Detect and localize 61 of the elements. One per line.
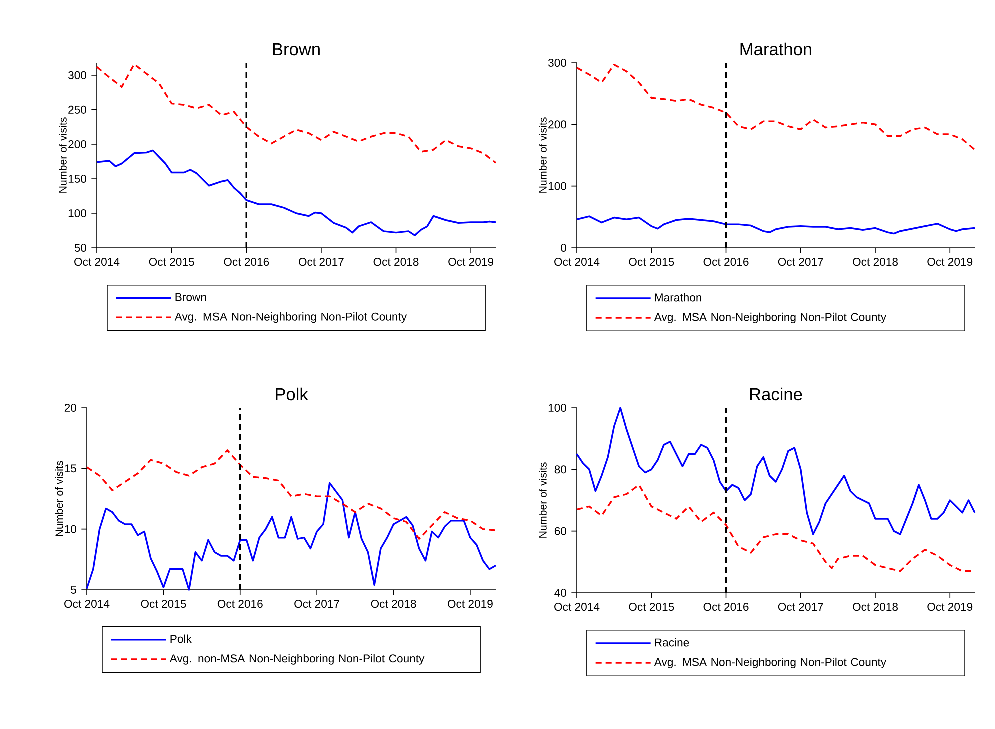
x-tick-label: Oct 2017 (778, 258, 824, 266)
x-tick-label: Oct 2015 (149, 258, 194, 266)
x-tick-label: Oct 2014 (74, 258, 120, 266)
x-tick-label: Oct 2015 (629, 258, 674, 266)
x-tick-label: Oct 2019 (928, 603, 973, 612)
y-tick-label: 300 (68, 71, 87, 80)
y-tick-label: 60 (554, 527, 567, 536)
y-tick-label: 20 (64, 404, 77, 412)
chart-title: Marathon (740, 42, 812, 56)
chart-title: Polk (276, 388, 308, 401)
y-tick-label: 80 (554, 466, 567, 474)
legend-label: Avg. non-MSA Non-Neighboring Non-Pilot County (170, 654, 425, 665)
x-tick-label: Oct 2018 (374, 258, 419, 266)
y-tick-label: 100 (548, 404, 567, 412)
x-tick-label: Oct 2019 (448, 600, 493, 608)
x-tick-label: Oct 2016 (704, 258, 749, 266)
legend-label: Polk (170, 634, 192, 644)
line-series (96, 64, 497, 164)
y-tick-label: 15 (65, 464, 76, 473)
y-tick-label: 100 (68, 209, 87, 218)
x-tick-label: Oct 2017 (778, 603, 824, 612)
chart-title: Brown (273, 44, 320, 56)
line-series (86, 450, 497, 540)
legend-label: Brown (176, 293, 206, 302)
y-tick-label: 250 (68, 106, 87, 114)
legend-label: Racine (655, 638, 690, 647)
y-tick-label: 50 (74, 244, 87, 252)
x-tick-label: Oct 2018 (371, 600, 416, 608)
x-tick-label: Oct 2014 (64, 600, 110, 608)
x-tick-label: Oct 2014 (554, 603, 600, 612)
legend-label: Avg. MSA Non-Neighboring Non-Pilot County (654, 658, 887, 668)
legend-label: Avg. MSA Non-Neighboring Non-Pilot County (174, 312, 408, 324)
y-tick-label: 0 (561, 244, 567, 252)
y-tick-label: 200 (68, 140, 87, 148)
x-tick-label: Oct 2017 (294, 600, 340, 608)
y-tick-label: 5 (71, 586, 76, 594)
y-tick-label: 10 (65, 525, 77, 534)
y-axis-title: Number of visits (539, 462, 547, 538)
x-tick-label: Oct 2015 (141, 600, 186, 608)
x-tick-label: Oct 2018 (853, 603, 898, 612)
chart-title: Racine (750, 388, 802, 401)
x-tick-label: Oct 2018 (853, 258, 898, 266)
y-tick-label: 200 (548, 120, 567, 129)
x-tick-label: Oct 2016 (704, 603, 749, 612)
y-axis-title: Number of visits (55, 461, 64, 536)
x-tick-label: Oct 2014 (554, 258, 600, 266)
y-tick-label: 300 (548, 58, 567, 68)
y-tick-label: 40 (554, 588, 567, 598)
x-tick-label: Oct 2016 (218, 600, 263, 608)
x-tick-label: Oct 2019 (448, 258, 494, 266)
line-series (96, 150, 497, 236)
x-tick-label: Oct 2017 (298, 258, 344, 266)
x-tick-label: Oct 2016 (224, 258, 270, 266)
legend-label: Marathon (655, 293, 702, 302)
x-tick-label: Oct 2015 (629, 603, 674, 612)
y-tick-label: 150 (68, 174, 87, 183)
y-axis-title: Number of visits (59, 118, 67, 193)
y-tick-label: 100 (548, 182, 567, 190)
legend-label: Avg. MSA Non-Neighboring Non-Pilot County (654, 312, 887, 324)
y-axis-title: Number of visits (539, 118, 547, 193)
x-tick-label: Oct 2019 (928, 258, 973, 266)
